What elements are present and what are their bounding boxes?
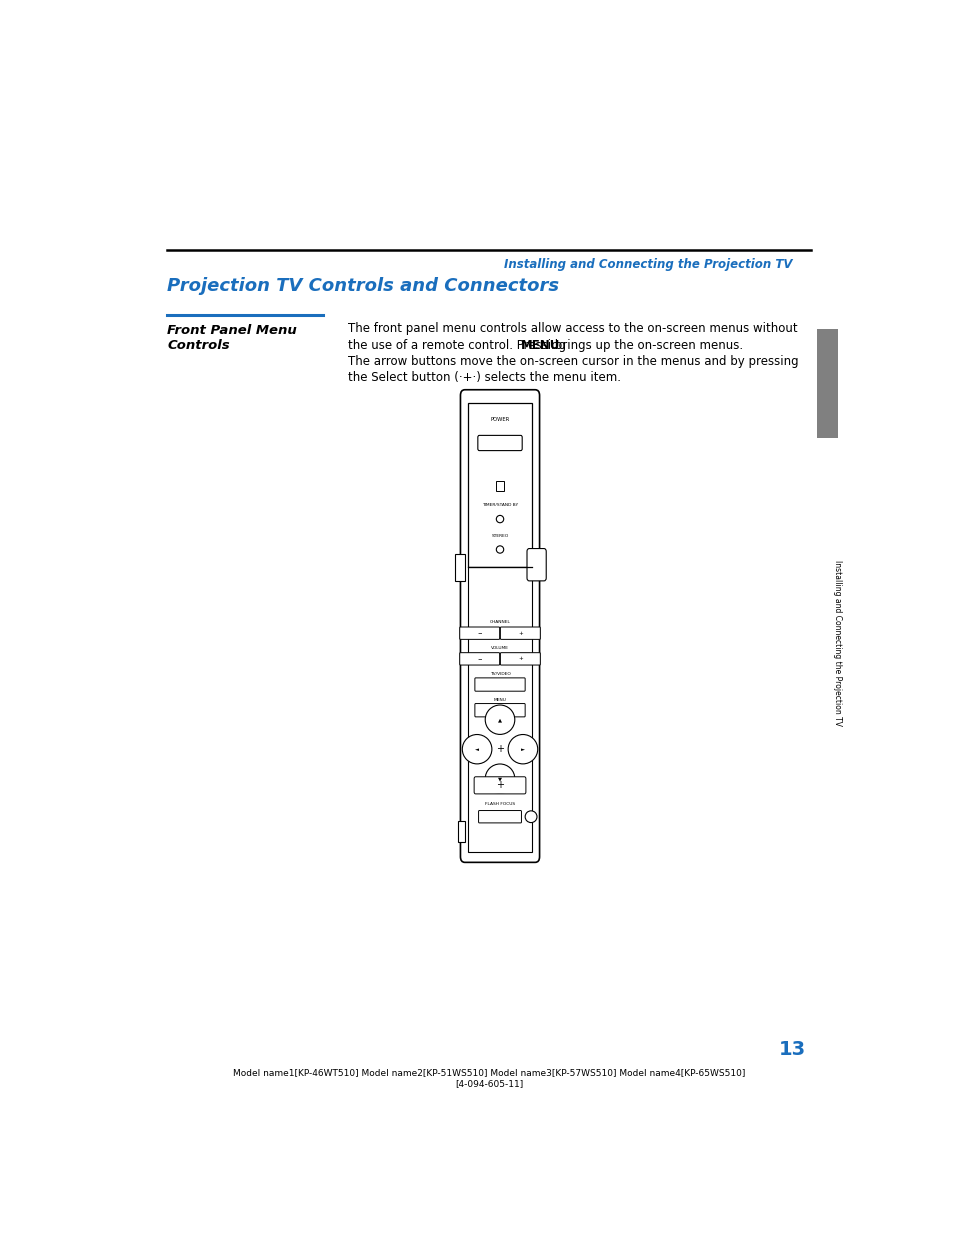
Text: 13: 13 [778,1040,804,1060]
Text: TV/VIDEO: TV/VIDEO [489,672,510,676]
Text: ▲: ▲ [497,718,501,722]
Text: Model name1[KP-46WT510] Model name2[KP-51WS510] Model name3[KP-57WS510] Model na: Model name1[KP-46WT510] Model name2[KP-5… [233,1068,744,1077]
FancyBboxPatch shape [478,810,521,823]
Text: +: + [517,631,522,636]
Text: +: + [496,781,503,790]
FancyBboxPatch shape [475,704,524,716]
Text: MENU: MENU [493,698,506,701]
Text: −: − [476,656,481,662]
Text: ►: ► [520,747,524,752]
Text: +: + [496,745,503,755]
Text: MENU: MENU [519,338,559,352]
Text: +: + [517,656,522,662]
Text: TIMER/STAND BY: TIMER/STAND BY [481,503,517,506]
Bar [454,555,464,580]
FancyBboxPatch shape [477,436,521,451]
Text: [4-094-605-11]: [4-094-605-11] [455,1079,522,1088]
FancyBboxPatch shape [459,627,499,640]
Bar [817,329,837,438]
Text: brings up the on-screen menus.: brings up the on-screen menus. [550,338,742,352]
FancyBboxPatch shape [500,627,539,640]
Ellipse shape [496,546,503,553]
Text: ◄: ◄ [475,747,478,752]
FancyBboxPatch shape [459,652,499,664]
FancyBboxPatch shape [460,390,539,862]
Text: Controls: Controls [167,340,230,352]
Ellipse shape [524,811,537,823]
Text: Installing and Connecting the Projection TV: Installing and Connecting the Projection… [833,559,841,726]
Text: the Select button (·+·) selects the menu item.: the Select button (·+·) selects the menu… [348,370,620,384]
Bar [467,403,532,567]
Ellipse shape [496,515,503,522]
FancyBboxPatch shape [474,777,525,794]
Bar [457,821,464,842]
Ellipse shape [508,735,537,764]
Text: −: − [476,631,481,636]
Text: Installing and Connecting the Projection TV: Installing and Connecting the Projection… [503,258,791,270]
Text: the use of a remote control. Pressing: the use of a remote control. Pressing [348,338,570,352]
FancyBboxPatch shape [475,678,524,692]
Text: POWER: POWER [490,416,509,421]
Text: FLASH FOCUS: FLASH FOCUS [484,803,515,806]
FancyBboxPatch shape [526,548,546,580]
Text: STEREO: STEREO [491,535,508,538]
Text: ▼: ▼ [497,776,501,782]
Bar [467,567,532,852]
Text: Front Panel Menu: Front Panel Menu [167,325,296,337]
Text: The front panel menu controls allow access to the on-screen menus without: The front panel menu controls allow acce… [348,322,798,336]
Text: VOLUME: VOLUME [491,646,509,651]
FancyBboxPatch shape [500,652,539,664]
Text: CHANNEL: CHANNEL [489,620,510,624]
Bar [496,482,503,490]
Ellipse shape [485,764,515,793]
Text: The arrow buttons move the on-screen cursor in the menus and by pressing: The arrow buttons move the on-screen cur… [348,354,799,368]
Text: Projection TV Controls and Connectors: Projection TV Controls and Connectors [167,277,558,295]
Ellipse shape [485,705,515,735]
Ellipse shape [462,735,492,764]
